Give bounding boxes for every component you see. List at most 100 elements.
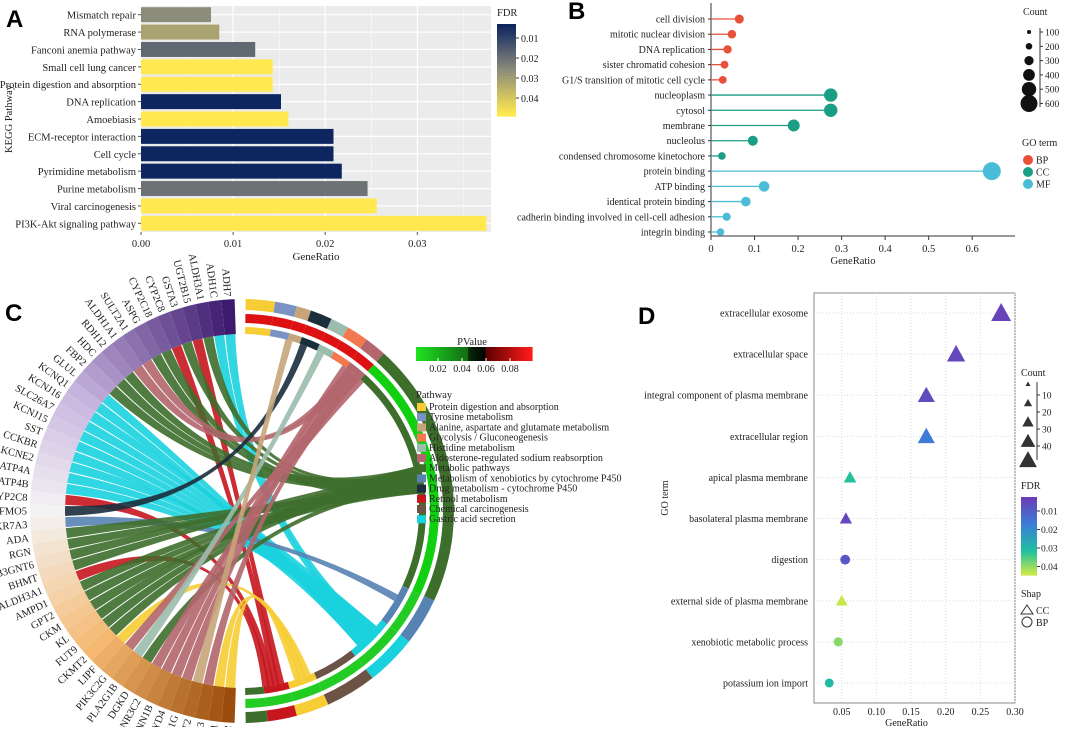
pathway-legend-label: Chemical carcinogenesis [429, 504, 529, 515]
bar [141, 146, 334, 162]
fdr-gradient-step [1021, 530, 1037, 534]
pvalue-gradient-step [430, 347, 434, 361]
lollipop-dot [718, 75, 727, 84]
fdr-gradient-step [1021, 562, 1037, 566]
pathway-outer-band [245, 299, 276, 313]
x-tick-label: 0.05 [833, 707, 851, 718]
pvalue-tick-label: 0.04 [453, 364, 471, 375]
legend-gradient-step [497, 100, 516, 105]
pathway-legend-label: Glycolysis / Gluconeogenesis [429, 433, 548, 444]
pathway-legend-swatch [417, 464, 426, 473]
chord-ribbon [75, 555, 270, 687]
legend-title: FDR [497, 8, 517, 19]
triangle-marker [917, 386, 935, 403]
gene-arc-segment [30, 477, 68, 495]
count-legend-title: Count [1021, 368, 1046, 379]
chord-ribbon [161, 365, 349, 674]
size-legend-label: 600 [1045, 100, 1060, 110]
category-label: PI3K-Akt signaling pathway [15, 219, 136, 230]
pathway-outer-band [326, 318, 348, 337]
category-label: G1/S transition of mitotic cell cycle [562, 75, 706, 86]
pathway-legend-swatch [417, 403, 426, 411]
category-label: Fanconi anemia pathway [31, 45, 137, 56]
pvalue-gradient-step [500, 347, 504, 361]
count-legend-triangle [1019, 451, 1037, 468]
gene-label: ATP4B [0, 476, 29, 491]
count-legend-triangle [1020, 433, 1036, 447]
fdr-gradient-step [1021, 549, 1037, 553]
gene-arc-segment [42, 570, 80, 596]
fdr-gradient-step [1021, 528, 1037, 532]
bar [141, 94, 281, 110]
x-tick-label: 0.25 [972, 707, 990, 718]
pathway-pvalue-band [357, 626, 398, 667]
bar [141, 163, 342, 179]
gene-arc-segment [30, 527, 68, 545]
size-legend-dot [1024, 56, 1034, 66]
go-scatter-chart: extracellular exosome extracellular space… [644, 292, 1058, 729]
pathway-legend-label: Histidine metabolism [429, 443, 515, 454]
gene-arc-segment [91, 352, 125, 387]
pathway-inner-band [346, 362, 366, 380]
legend-gradient-step [497, 24, 516, 28]
legend-gradient-step [497, 91, 516, 96]
x-tick-label: 0 [708, 244, 713, 255]
pathway-legend-swatch [417, 454, 426, 462]
group-legend-dot [1023, 167, 1033, 177]
category-label: DNA replication [639, 45, 705, 56]
y-axis-label: GO term [660, 480, 671, 515]
fdr-gradient-step [1021, 569, 1037, 573]
group-legend-dot [1023, 155, 1033, 165]
pvalue-gradient-step [526, 347, 530, 361]
gene-arc-segment [30, 491, 66, 506]
fdr-gradient-step [1021, 517, 1037, 521]
gene-arc-segment [111, 335, 143, 372]
fdr-legend-title: FDR [1021, 481, 1041, 492]
gene-arc-segment [30, 516, 66, 531]
pathway-legend-swatch [417, 484, 426, 493]
bar [141, 41, 256, 57]
category-label: membrane [663, 121, 706, 132]
pathway-pvalue-band [290, 320, 307, 334]
pvalue-gradient-step [465, 347, 469, 361]
panel-label-a: A [6, 6, 23, 33]
x-tick-label: 0.5 [922, 244, 935, 255]
legend-gradient-step [497, 112, 516, 117]
y-axis-label: KEGG Pathway [4, 84, 15, 153]
bar [141, 181, 368, 197]
pathway-legend-swatch [417, 494, 426, 503]
gene-arc-segment [35, 451, 72, 473]
category-label: sister chromatid cohesion [603, 60, 705, 71]
pathway-pvalue-band [264, 692, 293, 707]
pvalue-gradient-step [474, 347, 478, 361]
pathway-inner-band [287, 672, 317, 689]
gene-arc-segment [91, 635, 125, 670]
pvalue-gradient-step [459, 347, 463, 361]
legend-gradient-step [497, 30, 516, 34]
chord-ribbon [161, 348, 418, 492]
pathway-legend-label: Alanine, aspartate and glutamate metabol… [429, 422, 609, 433]
gene-arc-segment [35, 549, 72, 571]
gene-arc-segment [182, 680, 203, 718]
pathway-inner-band [245, 327, 271, 337]
category-label: cadherin binding involved in cell-cell a… [517, 212, 705, 223]
gene-arc-segment [122, 328, 152, 365]
size-legend-dot [1020, 95, 1038, 112]
lollipop-dot [718, 152, 726, 160]
category-label: protein binding [644, 167, 705, 178]
category-label: integral component of plasma membrane [644, 391, 808, 402]
chord-ribbon [84, 421, 374, 636]
triangle-marker [839, 512, 853, 524]
fdr-gradient-step [1021, 507, 1037, 511]
chord-ribbon [214, 595, 307, 688]
pathway-legend-label: Tyrosine metabolism [429, 412, 513, 423]
category-label: Protein digestion and absorption [0, 80, 137, 91]
category-label: xenobiotic metabolic process [691, 637, 808, 648]
shape-legend-label: CC [1036, 606, 1050, 617]
pathway-pvalue-band [290, 682, 323, 702]
gene-arc-segment [42, 426, 80, 452]
pvalue-gradient-step [488, 347, 492, 361]
category-label: Viral carcinogenesis [51, 202, 136, 213]
fdr-gradient-step [1021, 567, 1037, 571]
chord-ribbon [192, 339, 293, 684]
